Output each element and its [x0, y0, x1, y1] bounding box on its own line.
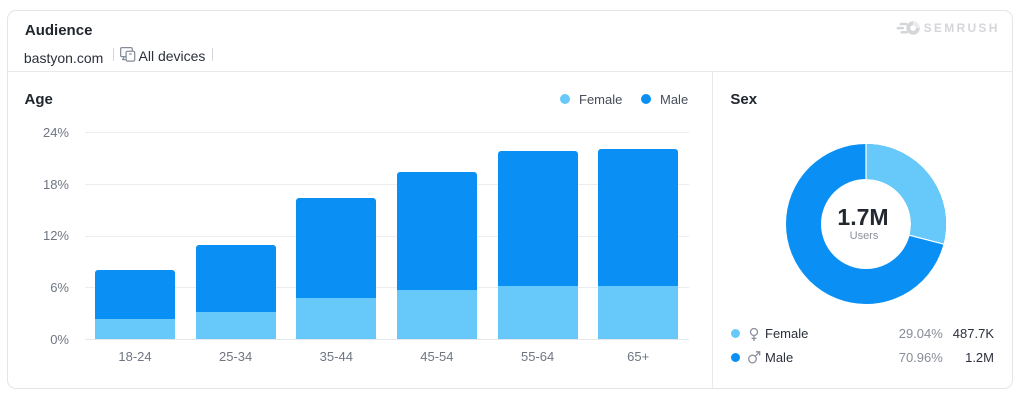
svg-text:SEMRUSH: SEMRUSH: [924, 21, 1000, 35]
